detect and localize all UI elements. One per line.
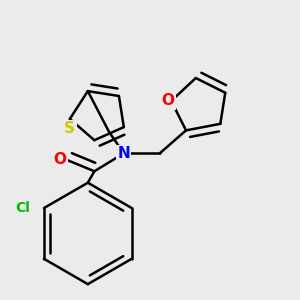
Text: S: S xyxy=(64,121,75,136)
Text: O: O xyxy=(53,152,67,167)
Text: N: N xyxy=(118,146,130,161)
Text: Cl: Cl xyxy=(15,201,30,215)
Text: O: O xyxy=(161,93,175,108)
